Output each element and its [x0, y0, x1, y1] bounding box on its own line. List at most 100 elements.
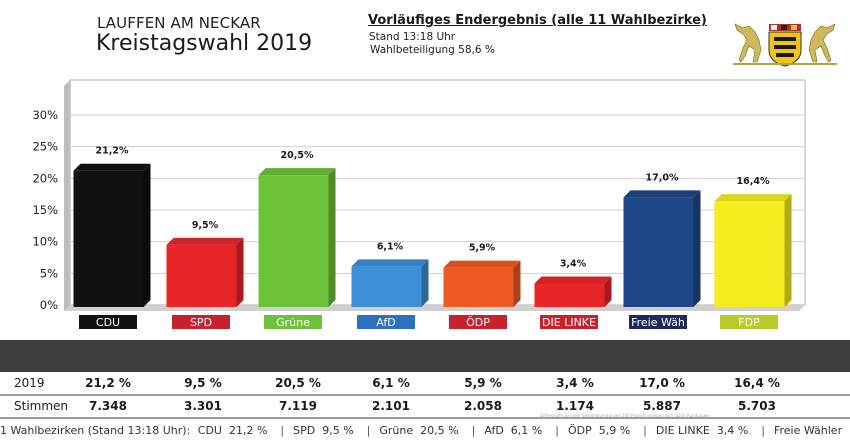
table-cell: 6,1 % [372, 376, 410, 390]
ticker-separator: | [280, 424, 285, 437]
bars [73, 163, 792, 307]
table-header-band [0, 340, 850, 372]
turnout: Wahlbeteiligung 58,6 % [370, 44, 495, 56]
ticker-item: DIE LINKE 3,4 % [655, 424, 749, 437]
table-cell: 17,0 % [639, 376, 685, 390]
ticker-item: Grüne 20,5 % [379, 424, 459, 437]
table-cell: 16,4 % [734, 376, 780, 390]
value-labels: 21,2% 9,5% 20,5% 6,1% 5,9% 3,4% 17,0% 16,4% [96, 146, 770, 270]
result-heading: Vorläufiges Endergebnis (alle 11 Wahlbez… [368, 13, 707, 28]
bar-freie-wähler [623, 190, 701, 307]
category-text: Grüne [276, 316, 310, 329]
value-label: 20,5% [281, 150, 314, 161]
ticker-separator: | [555, 424, 559, 437]
y-tick-label: 5% [40, 266, 58, 280]
category-label: CDU [79, 315, 137, 329]
category-label: SPD [172, 315, 230, 329]
bar-side [784, 194, 792, 307]
bar-front [73, 170, 144, 307]
bar-front [166, 244, 237, 307]
news-ticker: 1 Wahlbezirken (Stand 13:18 Uhr): CDU 21… [0, 418, 850, 446]
table-row-percent: 2019 21,2 % 9,5 % 20,5 % 6,1 % 5,9 % 3,4 % 17,… [0, 372, 850, 396]
y-tick-label: 10% [32, 235, 58, 249]
table-cell: 3.301 [184, 399, 222, 413]
category-text: FDP [738, 316, 760, 329]
ticker-lead: 1 Wahlbezirken (Stand 13:18 Uhr): [0, 424, 191, 437]
category-swatch [264, 315, 322, 329]
category-text: AfD [376, 316, 395, 329]
ticker-separator: | [761, 424, 765, 437]
category-label: Grüne [264, 315, 322, 329]
ticker-item: SPD 9,5 % [293, 424, 354, 437]
table-cell: 5,9 % [464, 376, 502, 390]
town-name: LAUFFEN AM NECKAR [97, 14, 261, 32]
y-tick-label: 30% [32, 108, 58, 122]
category-text: CDU [96, 316, 120, 329]
value-label: 6,1% [377, 241, 404, 252]
bar-top [534, 276, 612, 284]
bar-top [73, 163, 151, 171]
value-label: 17,0% [646, 172, 679, 183]
table-cell: 9,5 % [184, 376, 222, 390]
value-label: 16,4% [737, 176, 770, 187]
table-cell: 2.058 [464, 399, 502, 413]
bar-side [143, 163, 151, 307]
value-label: 5,9% [469, 243, 496, 254]
y-tick-label: 0% [40, 298, 58, 312]
bar-side [513, 260, 521, 307]
category-swatch [172, 315, 230, 329]
bar-top [443, 260, 521, 268]
bar-top [258, 168, 336, 176]
bar-top [351, 259, 429, 267]
table-cell: 3,4 % [556, 376, 594, 390]
bar-spd [166, 237, 244, 307]
category-text: DIE LINKE [542, 316, 596, 329]
category-text: ÖDP [466, 316, 490, 329]
category-swatch [449, 315, 507, 329]
bar-top [623, 190, 701, 198]
bar-front [351, 266, 422, 307]
category-swatch [79, 315, 137, 329]
ticker-item: CDU 21,2 % [197, 424, 268, 437]
table-cell: 20,5 % [275, 376, 321, 390]
page-title: Kreistagswahl 2019 [96, 31, 313, 56]
bar-chart: 0% 5% 10% 15% 20% 25% 30% 21,2% 9,5% 20,5% 6,1% 5,… [32, 79, 806, 329]
bar-front [714, 201, 785, 307]
rounding-footnote: Differenzen zu einer Gesamtsumme von 100… [540, 413, 710, 418]
bar-top [166, 237, 244, 245]
table-cell: 5.887 [643, 399, 681, 413]
category-text: Freie Wäh [631, 316, 685, 329]
y-tick-label: 25% [32, 140, 58, 154]
category-swatch [540, 315, 598, 329]
table-cell: 1.174 [556, 399, 594, 413]
category-text: SPD [190, 316, 212, 329]
value-label: 21,2% [96, 146, 129, 157]
bar-front [258, 175, 329, 307]
bar-side [693, 190, 701, 307]
category-swatch [720, 315, 778, 329]
bar-side [421, 259, 429, 307]
bar-die-linke [534, 276, 612, 307]
ticker-separator: | [643, 424, 647, 437]
bar-front [623, 197, 694, 307]
y-tick-label: 20% [32, 171, 58, 185]
row-label: Stimmen [14, 399, 69, 413]
category-labels: CDU SPD Grüne AfD ÖDP DIE LINKE Freie Wäh FDP [79, 315, 778, 329]
category-label: AfD [357, 315, 415, 329]
chart-side-wall [64, 80, 70, 311]
timestamp: Stand 13:18 Uhr [369, 31, 456, 43]
value-label: 9,5% [192, 220, 219, 231]
category-label: FDP [720, 315, 778, 329]
bar-cdu [73, 163, 151, 307]
row-label: 2019 [14, 376, 45, 390]
category-label: ÖDP [449, 315, 507, 329]
category-label: Freie Wäh [629, 315, 687, 329]
bar-side [328, 168, 336, 307]
table-cell: 2.101 [372, 399, 410, 413]
table-cell: 5.703 [738, 399, 776, 413]
bar-front [443, 267, 514, 307]
ticker-item: AfD 6,1 % [484, 424, 543, 437]
category-swatch [629, 315, 687, 329]
ticker-separator: | [471, 424, 476, 437]
table-cell: 7.348 [89, 399, 127, 413]
